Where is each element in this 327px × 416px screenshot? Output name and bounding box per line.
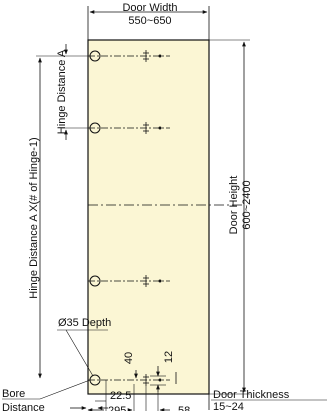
dim-40-label: 40: [123, 352, 135, 364]
hinge-distance-total-dimension: Hinge Distance A X(# of Hinge-1): [28, 55, 62, 379]
door-thickness-label: Door Thickness: [213, 389, 290, 401]
door-height-label: Door Height: [228, 176, 240, 235]
bore-callout: Ø35 Depth: [57, 317, 111, 377]
hinge-3: [88, 275, 170, 287]
door-width-range: 550~650: [128, 15, 171, 27]
door-thickness-range: 15~24: [213, 401, 244, 411]
distance-label: Distance: [2, 402, 45, 411]
hinge-2: [88, 122, 170, 134]
dim-295-label: 295: [108, 405, 126, 411]
hinge-distance-a-dimension: Hinge Distance A: [56, 44, 88, 140]
hinge-distance-a-label: Hinge Distance A: [56, 49, 68, 134]
door-height-dimension: Door Height 600~2400: [209, 39, 253, 395]
dim-58-label: 58: [178, 405, 190, 411]
dim-12-label: 12: [163, 351, 175, 363]
bore-spec-label: Ø35 Depth: [58, 317, 111, 329]
door-width-label: Door Width: [122, 2, 177, 14]
hinge-1: [88, 50, 170, 62]
dim-22-5-label: 22.5: [110, 390, 131, 402]
door-panel: [87, 39, 210, 395]
door-width-dimension: Door Width 550~650: [87, 2, 210, 40]
bore-label: Bore: [2, 388, 25, 400]
hinge-positions: [88, 50, 170, 386]
door-thickness-callout: Door Thickness 15~24: [208, 389, 327, 413]
door-height-range: 600~2400: [241, 180, 253, 229]
cup-dimensions: 40 12: [123, 351, 177, 392]
hinge-distance-total-label: Hinge Distance A X(# of Hinge-1): [28, 137, 40, 298]
